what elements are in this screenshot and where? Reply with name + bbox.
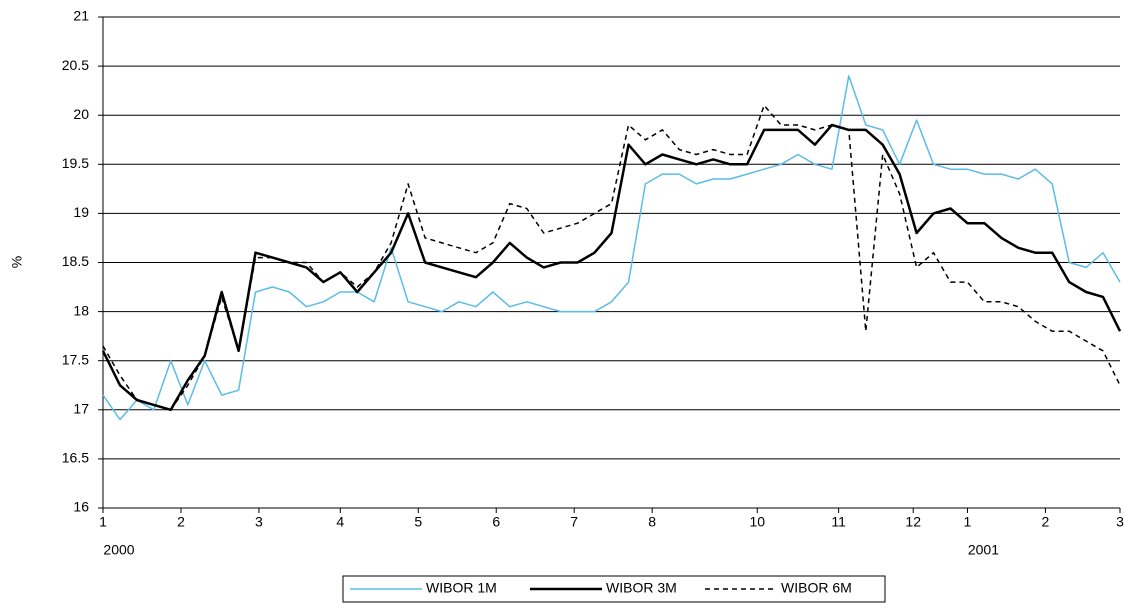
x-tick-label: 3 — [1116, 514, 1124, 530]
y-axis-label: % — [9, 256, 25, 268]
y-tick-label: 19.5 — [62, 155, 89, 171]
y-tick-label: 18.5 — [62, 253, 89, 269]
y-tick-label: 16.5 — [62, 450, 89, 466]
series-line — [102, 75, 1121, 421]
series-line — [101, 123, 1122, 412]
legend-label: WIBOR 3M — [606, 580, 677, 596]
y-tick-label: 20 — [73, 106, 89, 122]
x-tick-label: 1 — [964, 514, 972, 530]
x-tick-label: 7 — [570, 514, 578, 530]
y-tick-label: 16 — [73, 499, 89, 515]
legend-box — [342, 575, 886, 603]
x-tick-label: 11 — [831, 514, 846, 530]
x-tick-label: 2 — [177, 514, 185, 530]
x-tick-label: 4 — [336, 514, 344, 530]
y-tick-label: 17 — [73, 401, 89, 417]
x-group-label: 2001 — [968, 542, 999, 558]
y-tick-label: 20.5 — [62, 57, 89, 73]
x-tick-label: 10 — [749, 514, 765, 530]
series-line — [102, 104, 1121, 411]
y-tick-label: 21 — [73, 8, 89, 24]
x-tick-label: 5 — [414, 514, 422, 530]
y-tick-label: 19 — [73, 204, 89, 220]
x-tick-label: 12 — [905, 514, 921, 530]
x-group-label: 2000 — [103, 542, 134, 558]
x-tick-label: 8 — [648, 514, 656, 530]
legend-label: WIBOR 6M — [781, 580, 852, 596]
y-tick-label: 18 — [73, 302, 89, 318]
x-tick-label: 3 — [255, 514, 263, 530]
y-tick-label: 17.5 — [62, 351, 89, 367]
x-tick-label: 1 — [99, 514, 107, 530]
x-tick-label: 6 — [492, 514, 500, 530]
legend-label: WIBOR 1M — [426, 580, 497, 596]
x-tick-label: 2 — [1042, 514, 1050, 530]
